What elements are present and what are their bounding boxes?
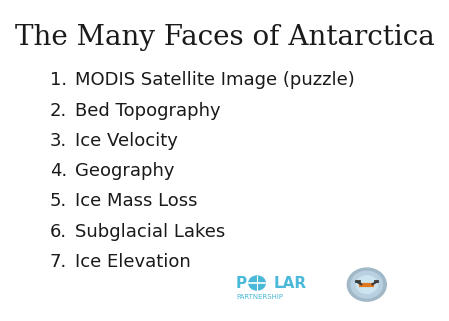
Text: 2.: 2. [50,102,67,120]
Text: Ice Mass Loss: Ice Mass Loss [75,192,197,210]
Text: Geography: Geography [75,162,174,180]
Text: 6.: 6. [50,222,67,240]
Text: Subglacial Lakes: Subglacial Lakes [75,222,225,240]
Text: 5.: 5. [50,192,67,210]
Text: Ice Velocity: Ice Velocity [75,132,178,150]
Text: The Many Faces of Antarctica: The Many Faces of Antarctica [15,24,434,51]
Text: MODIS Satellite Image (puzzle): MODIS Satellite Image (puzzle) [75,71,354,89]
Text: Bed Topography: Bed Topography [75,102,220,120]
Text: P: P [236,275,247,291]
Text: 4.: 4. [50,162,67,180]
Text: PARTNERSHIP: PARTNERSHIP [237,294,284,300]
Text: 1.: 1. [50,71,67,89]
Circle shape [357,276,377,293]
Circle shape [249,276,265,290]
Text: 7.: 7. [50,253,67,271]
Circle shape [351,271,383,298]
Text: LAR: LAR [274,275,307,291]
Circle shape [348,268,386,301]
Text: Ice Elevation: Ice Elevation [75,253,190,271]
Text: 3.: 3. [50,132,67,150]
